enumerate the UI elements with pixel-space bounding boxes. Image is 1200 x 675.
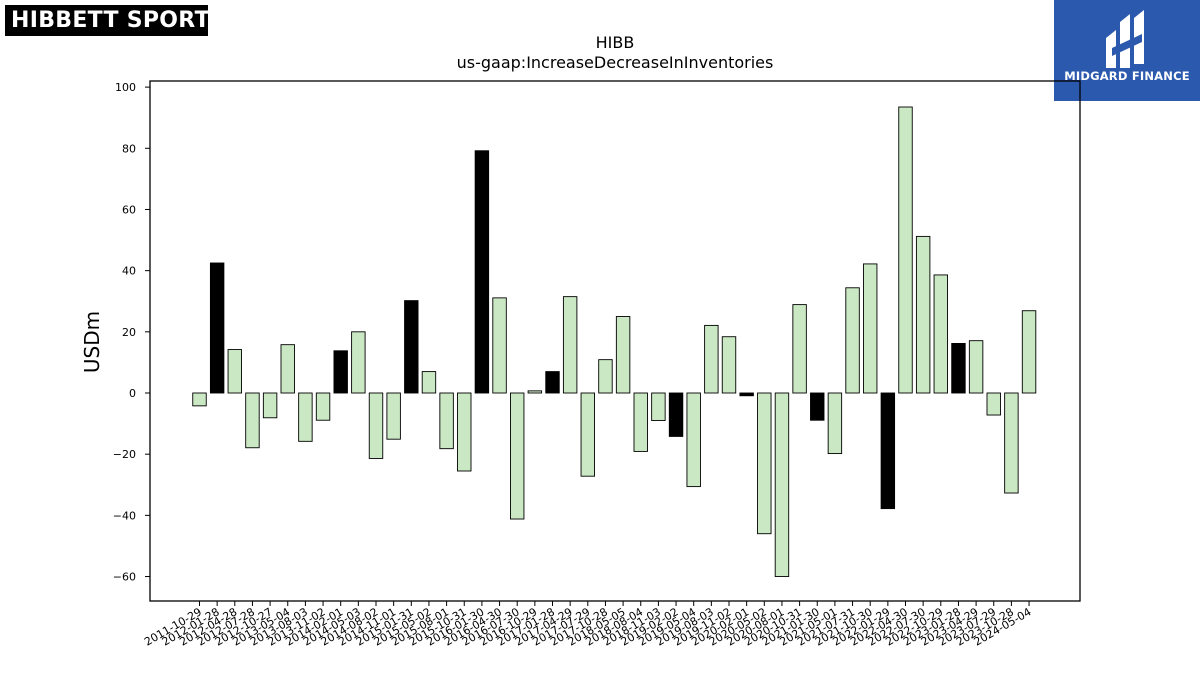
y-tick-label: 20 — [122, 326, 136, 339]
bar-2017-07-29 — [580, 392, 595, 477]
bar-2013-05-04 — [280, 344, 295, 394]
bar-2013-08-03 — [298, 392, 313, 442]
bar-2021-07-31 — [845, 287, 860, 394]
bar-2022-04-30 — [898, 106, 913, 394]
x-ticks-group: 2011-10-292012-01-282012-04-282012-07-28… — [142, 601, 1034, 649]
bar-2018-08-04 — [633, 392, 648, 452]
midgard-finance-logo: MIDGARD FINANCE — [1054, 0, 1200, 101]
bar-2020-10-31 — [792, 304, 807, 394]
bar-2018-11-03 — [651, 392, 666, 421]
bar-2014-11-01 — [386, 392, 401, 440]
bar-2023-01-28 — [951, 343, 966, 394]
bar-2022-07-30 — [915, 235, 931, 394]
bar-2021-10-30 — [863, 263, 878, 394]
y-tick-label: 80 — [122, 142, 136, 155]
midgard-logo-icon — [1106, 10, 1144, 68]
bar-2019-02-02 — [668, 392, 684, 437]
bar-2022-10-29 — [933, 274, 948, 394]
bar-2013-11-02 — [315, 392, 331, 421]
bar-2018-05-05 — [615, 316, 631, 394]
y-ticks-group: −60 −40 −20 0 20 40 60 80 100 — [113, 81, 150, 584]
bar-2015-01-31 — [404, 300, 419, 394]
bar-2021-01-30 — [810, 392, 825, 421]
bar-2019-05-04 — [686, 392, 701, 488]
bar-2019-11-02 — [721, 336, 737, 394]
bar-2017-04-29 — [562, 296, 578, 394]
bar-2012-07-28 — [245, 392, 260, 449]
bar-2014-08-02 — [368, 392, 384, 459]
bar-2020-02-01 — [739, 392, 754, 397]
bar-2015-08-01 — [439, 392, 454, 450]
bar-2020-05-02 — [757, 392, 772, 535]
bar-2011-10-29 — [192, 392, 207, 407]
bar-2017-01-28 — [545, 371, 560, 394]
plot-frame — [149, 80, 1081, 602]
y-axis-label: USDm — [80, 311, 104, 373]
chart-subtitle: us-gaap:IncreaseDecreaseInInventories — [457, 53, 774, 72]
bar-2023-04-29 — [968, 340, 984, 394]
bars-group — [192, 106, 1037, 577]
bar-2014-02-01 — [333, 350, 348, 394]
bar-2017-10-28 — [598, 359, 613, 394]
bar-2016-01-30 — [474, 150, 490, 394]
y-tick-label: −20 — [113, 448, 136, 461]
bar-2024-05-04 — [1021, 310, 1037, 394]
bar-2016-10-29 — [527, 390, 543, 394]
bar-2015-10-31 — [457, 392, 472, 472]
bar-2021-05-01 — [827, 392, 843, 455]
y-tick-label: −40 — [113, 509, 136, 522]
bar-2012-01-28 — [209, 262, 225, 394]
logo-text: HIBBETT SPORTS — [11, 8, 227, 33]
bar-2022-01-29 — [880, 392, 896, 510]
bar-2016-04-30 — [492, 297, 507, 394]
y-tick-label: 40 — [122, 265, 136, 278]
registered-mark: ® — [226, 13, 237, 24]
y-tick-label: 60 — [122, 203, 136, 216]
bar-2019-08-03 — [704, 324, 719, 394]
midgard-finance-label: MIDGARD FINANCE — [1064, 69, 1190, 83]
y-tick-label: −60 — [113, 571, 136, 584]
bar-2023-10-28 — [1004, 392, 1019, 494]
y-tick-label: 100 — [115, 81, 136, 94]
hibbett-sports-logo: HIBBETT SPORTS® — [5, 5, 236, 36]
chart-title: HIBB — [596, 33, 635, 52]
bar-2012-10-27 — [262, 392, 278, 419]
bar-2012-04-28 — [227, 349, 243, 394]
bar-2015-05-02 — [421, 371, 437, 394]
y-tick-label: 0 — [129, 387, 136, 400]
bar-2014-05-03 — [351, 331, 366, 394]
bar-2023-07-29 — [986, 392, 1001, 416]
bar-2020-08-01 — [774, 392, 790, 577]
bar-2016-07-30 — [510, 392, 525, 520]
